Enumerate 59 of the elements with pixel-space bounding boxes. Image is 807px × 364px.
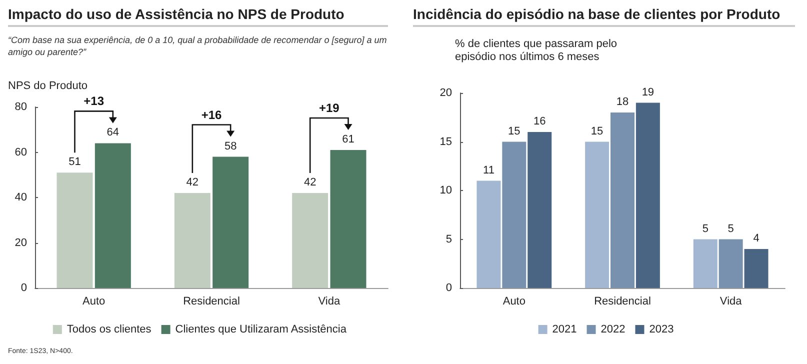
bar: [693, 239, 718, 288]
y-tick-label: 0: [20, 282, 27, 294]
bar: [502, 142, 526, 288]
data-label: 42: [186, 176, 199, 188]
annotation: +19: [318, 100, 340, 115]
legend-label: 2023: [649, 324, 674, 336]
bar: [610, 112, 634, 288]
data-label: 4: [753, 232, 760, 244]
bar: [56, 172, 93, 288]
bar: [174, 192, 210, 288]
legend-label: Clientes que Utilizaram Assistência: [175, 324, 348, 336]
data-label: 5: [702, 222, 708, 235]
data-label: 11: [483, 164, 494, 176]
y-tick-label: 60: [14, 146, 27, 158]
data-label: 18: [616, 96, 629, 108]
y-tick-label: 0: [446, 282, 452, 294]
bar: [636, 102, 660, 288]
annotation: +13: [84, 94, 104, 108]
data-label: 64: [106, 126, 120, 139]
data-label: 16: [533, 116, 546, 128]
x-tick-label: Auto: [82, 296, 106, 308]
y-tick-label: 10: [440, 184, 452, 196]
y-tick-label: 15: [440, 136, 452, 148]
bar: [292, 192, 328, 288]
data-label: 61: [342, 133, 354, 146]
y-tick-label: 20: [14, 236, 27, 249]
y-axis-title: % de clientes que passaram pelo episódio nos últimos 6 meses: [455, 38, 618, 64]
data-label: 42: [304, 176, 316, 188]
y-tick-label: 40: [14, 192, 27, 204]
bar: [212, 156, 249, 288]
data-label: 15: [508, 125, 520, 138]
x-tick-label: Vida: [720, 296, 743, 308]
chart-title: Impacto do uso de Assistência no NPS de Produto: [8, 6, 388, 27]
x-tick-label: Residencial: [594, 296, 651, 308]
y-axis-title: NPS do Produto: [8, 80, 88, 93]
bar: [476, 180, 501, 288]
data-label: 15: [590, 125, 604, 138]
annotation: +16: [201, 108, 222, 122]
data-label: 19: [642, 86, 654, 98]
x-tick-label: Vida: [318, 296, 341, 308]
y-tick-label: 5: [446, 233, 452, 246]
chart-title: Incidência do episódio na base de clientes por Produto: [413, 6, 795, 27]
bar: [744, 249, 768, 288]
y-tick-label: 80: [14, 101, 27, 113]
legend-label: 2022: [600, 324, 626, 336]
data-label: 51: [68, 156, 81, 168]
legend-label: Todos os clientes: [66, 324, 152, 336]
bar: [528, 132, 552, 288]
data-label: 5: [728, 222, 734, 235]
bar: [94, 143, 131, 288]
data-label: 58: [224, 140, 237, 152]
bar: [330, 150, 366, 288]
bar: [585, 142, 610, 288]
x-tick-label: Residencial: [183, 296, 240, 308]
y-tick-label: 20: [440, 87, 452, 99]
chart-subtitle: “Com base na sua experiência, de 0 a 10, qual a probabilidade de recomendar o [seguro] a um amigo ou parente?”: [8, 34, 388, 58]
legend-label: 2021: [552, 324, 577, 336]
bar: [718, 239, 743, 288]
x-tick-label: Auto: [502, 296, 526, 308]
